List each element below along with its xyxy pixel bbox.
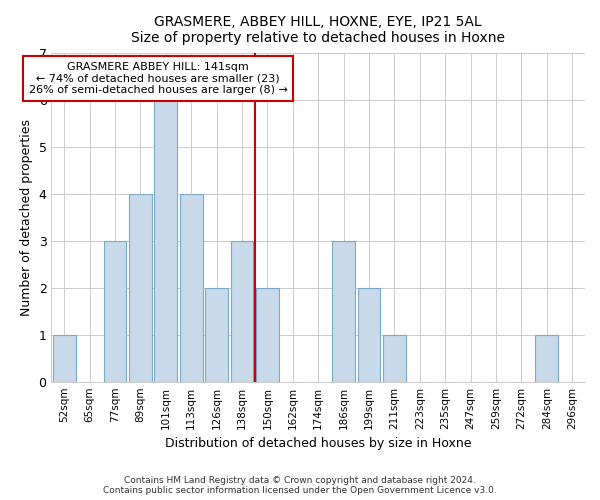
- Text: GRASMERE ABBEY HILL: 141sqm
← 74% of detached houses are smaller (23)
26% of sem: GRASMERE ABBEY HILL: 141sqm ← 74% of det…: [29, 62, 287, 95]
- Bar: [154, 100, 177, 382]
- Bar: [129, 194, 152, 382]
- Bar: [230, 241, 253, 382]
- Bar: [332, 241, 355, 382]
- X-axis label: Distribution of detached houses by size in Hoxne: Distribution of detached houses by size …: [165, 437, 472, 450]
- Bar: [180, 194, 203, 382]
- Bar: [256, 288, 279, 382]
- Bar: [104, 241, 127, 382]
- Y-axis label: Number of detached properties: Number of detached properties: [20, 119, 33, 316]
- Bar: [358, 288, 380, 382]
- Bar: [383, 335, 406, 382]
- Bar: [53, 335, 76, 382]
- Text: Contains HM Land Registry data © Crown copyright and database right 2024.
Contai: Contains HM Land Registry data © Crown c…: [103, 476, 497, 495]
- Bar: [205, 288, 228, 382]
- Bar: [535, 335, 559, 382]
- Title: GRASMERE, ABBEY HILL, HOXNE, EYE, IP21 5AL
Size of property relative to detached: GRASMERE, ABBEY HILL, HOXNE, EYE, IP21 5…: [131, 15, 505, 45]
